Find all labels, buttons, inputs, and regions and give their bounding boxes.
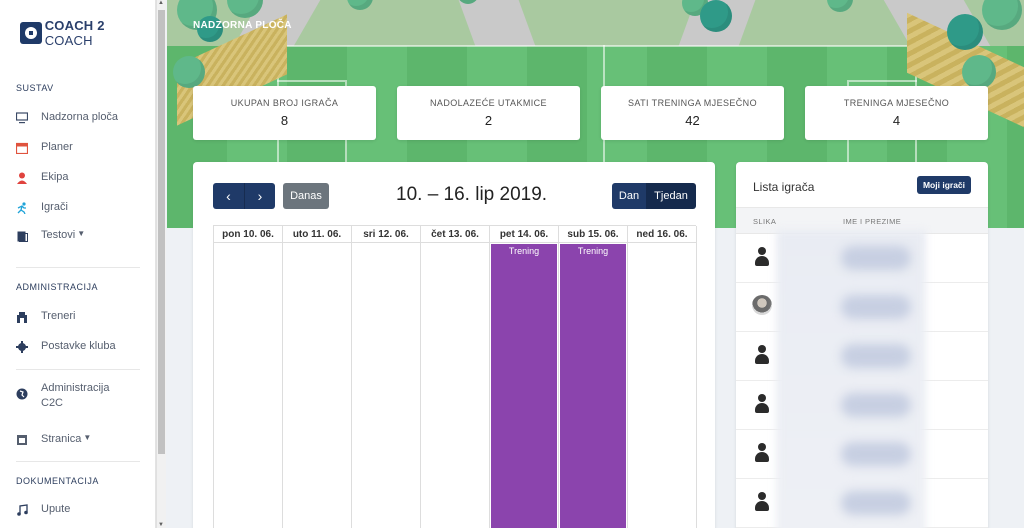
day-header: sri 12. 06. xyxy=(352,226,420,243)
sidebar-item-igraci[interactable]: Igrači xyxy=(16,201,68,214)
day-header: pon 10. 06. xyxy=(214,226,282,243)
day-column[interactable]: sub 15. 06. Trening xyxy=(559,226,628,528)
stat-card-trainings: TRENINGA MJESEČNO 4 xyxy=(805,86,988,140)
blurred-player-name xyxy=(841,491,911,515)
scrollbar-thumb[interactable] xyxy=(158,10,165,454)
day-column[interactable]: čet 13. 06. xyxy=(421,226,490,528)
day-column[interactable]: ned 16. 06. xyxy=(628,226,697,528)
today-button[interactable]: Danas xyxy=(283,183,329,209)
player-list-card: Lista igrača Moji igrači SLIKA IME I PRE… xyxy=(736,162,988,528)
stat-card-players: UKUPAN BROJ IGRAČA 8 xyxy=(193,86,376,140)
globe-icon xyxy=(16,388,28,400)
prev-week-button[interactable]: ‹ xyxy=(213,183,244,209)
clipboard-icon xyxy=(17,231,28,242)
col-photo: SLIKA xyxy=(753,217,777,226)
section-sustav: SUSTAV xyxy=(16,83,54,93)
training-event[interactable]: Trening xyxy=(491,244,557,528)
sidebar-item-administracija-c2c[interactable]: Administracija C2C xyxy=(16,381,136,411)
scroll-down-arrow-icon[interactable]: ▼ xyxy=(158,522,164,528)
avatar xyxy=(752,246,772,266)
day-column[interactable]: sri 12. 06. xyxy=(352,226,421,528)
section-administracija: ADMINISTRACIJA xyxy=(16,282,99,292)
sidebar: COACH 2 COACH SUSTAV Nadzorna ploča Plan… xyxy=(0,0,156,528)
building-icon xyxy=(17,312,27,323)
sidebar-divider xyxy=(16,461,140,462)
day-header: uto 11. 06. xyxy=(283,226,351,243)
blurred-names-overlay xyxy=(776,230,926,528)
blurred-player-name xyxy=(841,442,911,466)
gear-icon xyxy=(16,341,28,353)
monitor-icon xyxy=(16,112,28,124)
stat-card-training-hours: SATI TRENINGA MJESEČNO 42 xyxy=(601,86,784,140)
blurred-player-name xyxy=(841,344,911,368)
view-week-button[interactable]: Tjedan xyxy=(646,183,696,209)
brand-logo-link[interactable]: COACH 2 COACH xyxy=(20,18,155,48)
blurred-player-name xyxy=(841,246,911,270)
day-header: ned 16. 06. xyxy=(628,226,696,243)
day-column[interactable]: uto 11. 06. xyxy=(283,226,352,528)
music-note-icon xyxy=(17,504,28,516)
my-players-button[interactable]: Moji igrači xyxy=(917,176,971,194)
runner-icon xyxy=(17,202,26,214)
avatar xyxy=(752,393,772,413)
avatar xyxy=(752,295,772,315)
main-content: NADZORNA PLOČA UKUPAN BROJ IGRAČA 8 NADO… xyxy=(167,0,1024,528)
chevron-down-icon: ▼ xyxy=(77,229,86,238)
day-header: čet 13. 06. xyxy=(421,226,489,243)
sidebar-item-testovi[interactable]: Testovi ▼ xyxy=(16,229,85,242)
sidebar-item-stranica[interactable]: Stranica ▼ xyxy=(16,433,91,446)
sidebar-divider xyxy=(16,267,140,268)
sidebar-item-dashboard[interactable]: Nadzorna ploča xyxy=(16,111,118,124)
sidebar-item-treneri[interactable]: Treneri xyxy=(16,310,75,323)
sidebar-item-planer[interactable]: Planer xyxy=(16,141,73,154)
sidebar-item-ekipa[interactable]: Ekipa xyxy=(16,171,69,184)
stat-card-matches: NADOLAZEĆE UTAKMICE 2 xyxy=(397,86,580,140)
page-title: NADZORNA PLOČA xyxy=(193,20,292,31)
day-header: pet 14. 06. xyxy=(490,226,558,243)
scroll-up-arrow-icon[interactable]: ▲ xyxy=(158,0,164,6)
blurred-player-name xyxy=(841,393,911,417)
club-logo-icon xyxy=(20,22,42,44)
avatar xyxy=(752,491,772,511)
calendar-card: ‹ › Danas 10. – 16. lip 2019. Dan Tjedan… xyxy=(193,162,715,528)
sidebar-scrollbar[interactable]: ▲ ▼ xyxy=(156,0,166,528)
sidebar-item-postavke-kluba[interactable]: Postavke kluba xyxy=(16,340,116,353)
blurred-player-name xyxy=(841,295,911,319)
avatar xyxy=(752,344,772,364)
day-column[interactable]: pon 10. 06. xyxy=(214,226,283,528)
next-week-button[interactable]: › xyxy=(244,183,275,209)
sidebar-divider xyxy=(16,369,140,370)
user-icon xyxy=(17,172,27,184)
brand-name: COACH 2 COACH xyxy=(44,18,105,48)
page-icon xyxy=(17,435,27,445)
avatar xyxy=(752,442,772,462)
sidebar-item-upute[interactable]: Upute xyxy=(16,503,70,516)
training-event[interactable]: Trening xyxy=(560,244,626,528)
col-name: IME I PREZIME xyxy=(843,217,902,226)
day-column[interactable]: pet 14. 06. Trening xyxy=(490,226,559,528)
section-dokumentacija: DOKUMENTACIJA xyxy=(16,476,99,486)
chevron-down-icon: ▼ xyxy=(83,433,92,442)
player-list-title: Lista igrača xyxy=(753,180,815,194)
view-day-button[interactable]: Dan xyxy=(612,183,646,209)
calendar-title: 10. – 16. lip 2019. xyxy=(396,184,548,205)
calendar-icon xyxy=(16,142,28,154)
player-table-header: SLIKA IME I PREZIME xyxy=(736,207,988,234)
calendar-grid: pon 10. 06. uto 11. 06. sri 12. 06. čet … xyxy=(213,225,697,528)
day-header: sub 15. 06. xyxy=(559,226,627,243)
